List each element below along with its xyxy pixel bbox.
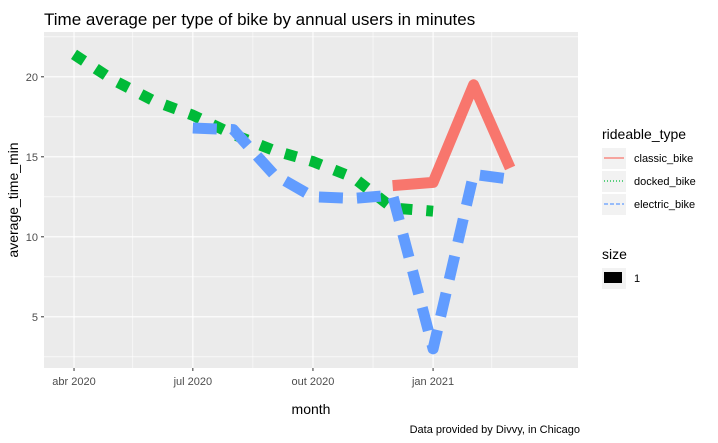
legend-label-docked-bike: docked_bike: [634, 176, 696, 188]
chart-title: Time average per type of bike by annual …: [44, 10, 475, 29]
legend-label-electric-bike: electric_bike: [634, 199, 695, 211]
legend-title: rideable_type: [602, 126, 686, 142]
series-line-electric-bike: [192, 122, 511, 355]
legend-keys: [602, 148, 626, 215]
chart-caption: Data provided by Divvy, in Chicago: [410, 424, 580, 436]
y-axis: 5 10 15 20: [26, 72, 44, 324]
legend-size-label: 1: [634, 273, 640, 285]
x-axis-title: month: [292, 401, 331, 417]
y-tick-label: 10: [26, 232, 38, 244]
y-axis-title: average_time_min: [5, 142, 21, 257]
legend-label-classic-bike: classic_bike: [634, 153, 693, 165]
x-tick-label: jan 2021: [411, 376, 454, 388]
legend: rideable_type classic_bike docked_bike e…: [602, 126, 696, 289]
x-tick-label: jul 2020: [173, 376, 213, 388]
minor-gridlines: [44, 32, 578, 368]
legend-size-title: size: [602, 246, 627, 262]
y-tick-label: 20: [26, 72, 38, 84]
series-line-classic-bike: [392, 79, 516, 192]
series-lines: [70, 49, 516, 355]
major-gridlines: [44, 32, 578, 368]
x-axis: abr 2020 jul 2020 out 2020 jan 2021: [52, 368, 454, 388]
legend-size-key-swatch: [604, 272, 622, 283]
x-tick-label: abr 2020: [52, 376, 95, 388]
y-tick-label: 5: [32, 312, 38, 324]
y-tick-label: 15: [26, 152, 38, 164]
x-tick-label: out 2020: [292, 376, 335, 388]
